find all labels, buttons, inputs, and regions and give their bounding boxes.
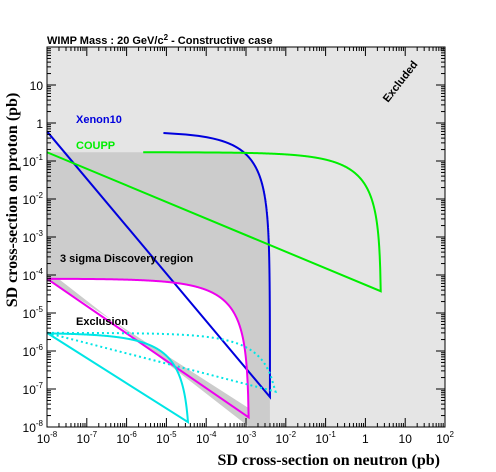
y-tick-label: 10-6 [23,343,44,359]
y-tick-label: 10 [30,79,44,93]
x-tick-label: 10-2 [276,430,297,446]
x-tick-label: 10-8 [37,430,58,446]
series-line-3 [46,332,190,425]
x-tick-label: 10-7 [77,430,98,446]
series-line-0 [46,130,271,400]
ticks [46,46,446,428]
x-tick-label: 10-6 [116,430,137,446]
x-tick-label: 10 [399,432,413,446]
y-tick-label: 10-7 [23,381,44,397]
y-tick-label: 10-2 [23,191,44,207]
y-tick-label: 1 [36,117,43,131]
y-tick-label: 10-8 [23,419,44,435]
x-tick-label: 10-3 [236,430,257,446]
curves [46,130,382,425]
x-tick-label: 10-4 [196,430,217,446]
label-xenon10: Xenon10 [76,114,122,126]
tick-labels: 10-8 10-7 10-6 10-5 10-4 10-3 10-2 10-1 1 10 102 10… [23,79,455,446]
y-tick-label: 10-3 [23,229,44,245]
x-axis-title: SD cross-section on neutron (pb) [217,452,440,469]
x-tick-label: 102 [436,430,454,446]
y-tick-label: 10-5 [23,305,44,321]
label-exclusion: Exclusion [76,316,128,328]
label-discovery-region: 3 sigma Discovery region [60,253,194,265]
x-tick-label: 10-1 [315,430,336,446]
y-axis-title: SD cross-section on proton (pb) [4,93,21,308]
y-tick-label: 10-4 [23,267,44,283]
series-line-1 [46,151,382,293]
x-tick-label: 10-5 [156,430,177,446]
series-line-2 [46,277,250,420]
x-tick-label: 1 [362,432,369,446]
label-coupp: COUPP [76,140,115,152]
region-exclusion [47,278,250,427]
chart-title: WIMP Mass : 20 GeV/c2 - Constructive cas… [47,33,273,47]
y-tick-label: 10-1 [23,153,44,169]
